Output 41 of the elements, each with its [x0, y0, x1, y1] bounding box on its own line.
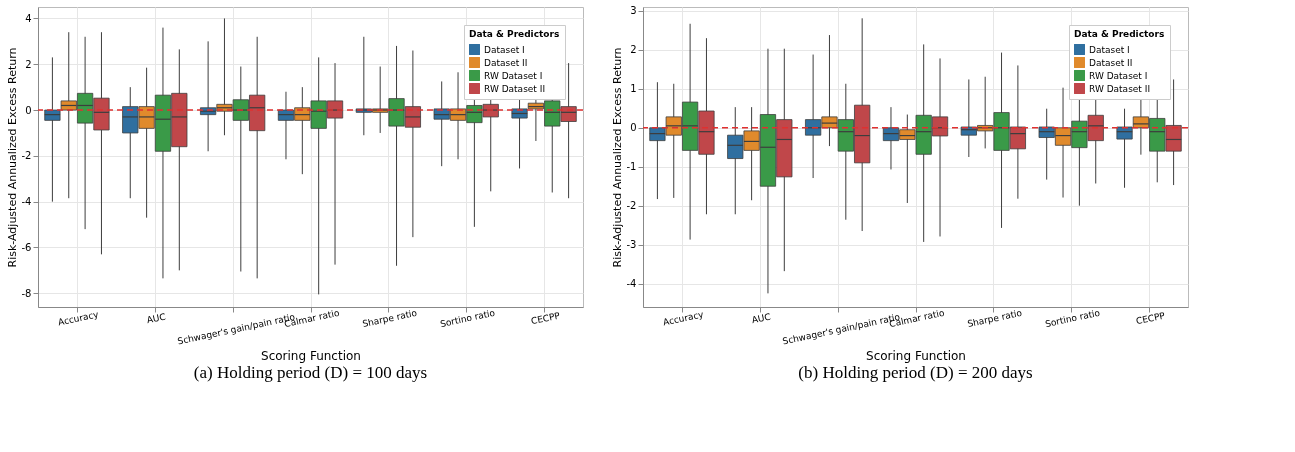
- y-tick-label: 2: [25, 58, 32, 70]
- x-tick-label: CECPP: [1135, 310, 1167, 327]
- x-tick-label: AUC: [750, 311, 772, 326]
- legend-label: Dataset II: [484, 57, 528, 68]
- y-tick-label: 1: [630, 83, 637, 95]
- x-tick-label: Accuracy: [57, 309, 101, 328]
- y-axis-title: Risk-Adjusted Annualized Excess Return: [5, 47, 19, 268]
- legend-label: Dataset II: [1089, 57, 1133, 68]
- x-tick-label: Sharpe ratio: [361, 307, 419, 330]
- legend-label: Dataset I: [484, 44, 525, 55]
- y-tick-label: 3: [630, 5, 637, 17]
- legend-label: Dataset I: [1089, 44, 1130, 55]
- y-tick-label: 2: [630, 44, 637, 56]
- y-tick-label: 0: [630, 122, 637, 134]
- x-tick-label: Sharpe ratio: [966, 307, 1024, 330]
- x-axis-title: Scoring Function: [866, 348, 966, 363]
- x-tick-label: AUC: [145, 311, 167, 326]
- x-tick-label: Accuracy: [662, 309, 706, 328]
- legend-label: RW Dataset I: [1089, 70, 1148, 81]
- x-axis-title: Scoring Function: [261, 348, 361, 363]
- y-tick-label: 4: [25, 12, 32, 24]
- y-tick-label: 0: [25, 104, 32, 116]
- text: (b) Holding period (D) = 200 days: [798, 363, 1033, 383]
- x-tick-label: Sortino ratio: [1044, 307, 1102, 330]
- legend-title: Data & Predictors: [469, 29, 560, 39]
- y-tick-label: -1: [626, 161, 637, 173]
- y-tick-label: -6: [21, 241, 32, 253]
- text: (a) Holding period (D) = 100 days: [193, 363, 428, 383]
- y-axis-title: Risk-Adjusted Annualized Excess Return: [610, 47, 624, 268]
- x-tick-label: Sortino ratio: [439, 307, 497, 330]
- y-tick-label: -4: [21, 196, 32, 208]
- legend-title: Data & Predictors: [1074, 29, 1165, 39]
- x-tick-label: CECPP: [530, 310, 562, 327]
- y-tick-label: -4: [626, 278, 637, 290]
- y-tick-label: -2: [21, 150, 32, 162]
- y-tick-label: -3: [626, 239, 637, 251]
- y-tick-label: -8: [21, 287, 32, 299]
- legend-label: RW Dataset II: [484, 83, 546, 94]
- legend-label: RW Dataset I: [484, 70, 543, 81]
- y-tick-label: -2: [626, 200, 637, 212]
- legend-label: RW Dataset II: [1089, 83, 1151, 94]
